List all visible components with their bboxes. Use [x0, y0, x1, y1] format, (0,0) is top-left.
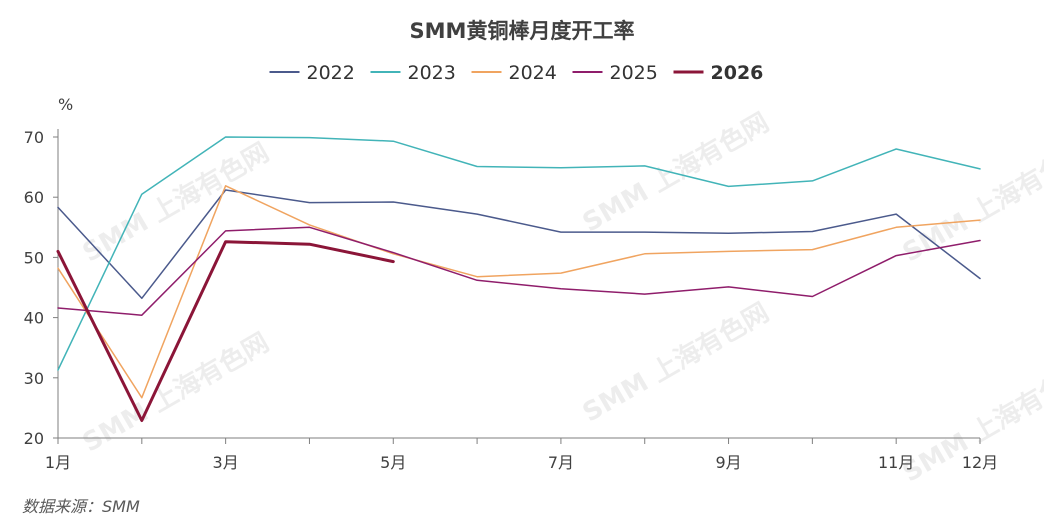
watermark-text: SMM 上海有色网	[897, 137, 1044, 269]
y-tick-label: 40	[24, 309, 44, 328]
y-axis-unit: %	[58, 95, 73, 114]
watermark-text: SMM 上海有色网	[577, 297, 774, 429]
legend-item-2022[interactable]: 2022	[269, 62, 355, 84]
chart-title: SMM黄铜棒月度开工率	[410, 19, 635, 43]
legend-item-2024[interactable]: 2024	[471, 62, 557, 84]
legend-item-2025[interactable]: 2025	[572, 62, 658, 84]
watermark-text: SMM 上海有色网	[577, 107, 774, 239]
y-tick-label: 20	[24, 429, 44, 448]
y-tick-label: 60	[24, 188, 44, 207]
legend-label: 2024	[509, 62, 557, 84]
legend-item-2026[interactable]: 2026	[673, 62, 764, 84]
x-tick-label: 12月	[962, 453, 998, 472]
legend: 2022 2023 2024 2025 2026	[269, 62, 764, 84]
x-tick-label: 3月	[213, 453, 239, 472]
y-tick-label: 50	[24, 248, 44, 267]
watermark-text: SMM 上海有色网	[77, 137, 274, 269]
series-group	[56, 136, 981, 422]
series-line-2026	[56, 240, 395, 422]
x-tick-label: 9月	[715, 453, 741, 472]
axes: 20 30 40 50 60 70 1月 3月 5月 7月 9月 11月 12月	[24, 128, 999, 472]
x-tick-label: 11月	[878, 453, 914, 472]
x-tick-label: 7月	[548, 453, 574, 472]
x-tick-label: 5月	[380, 453, 406, 472]
series-line-2022	[57, 189, 981, 300]
y-tick-label: 70	[24, 128, 44, 147]
series-line-2023	[57, 136, 981, 371]
series-line-2024	[57, 185, 981, 399]
legend-label: 2025	[610, 62, 658, 84]
legend-label: 2023	[408, 62, 456, 84]
series-line-2025	[57, 226, 981, 316]
legend-item-2023[interactable]: 2023	[370, 62, 456, 84]
legend-label: 2022	[307, 62, 355, 84]
y-tick-label: 30	[24, 369, 44, 388]
data-source: 数据来源：SMM	[22, 497, 140, 516]
legend-label: 2026	[711, 62, 764, 84]
x-tick-label: 1月	[45, 453, 71, 472]
